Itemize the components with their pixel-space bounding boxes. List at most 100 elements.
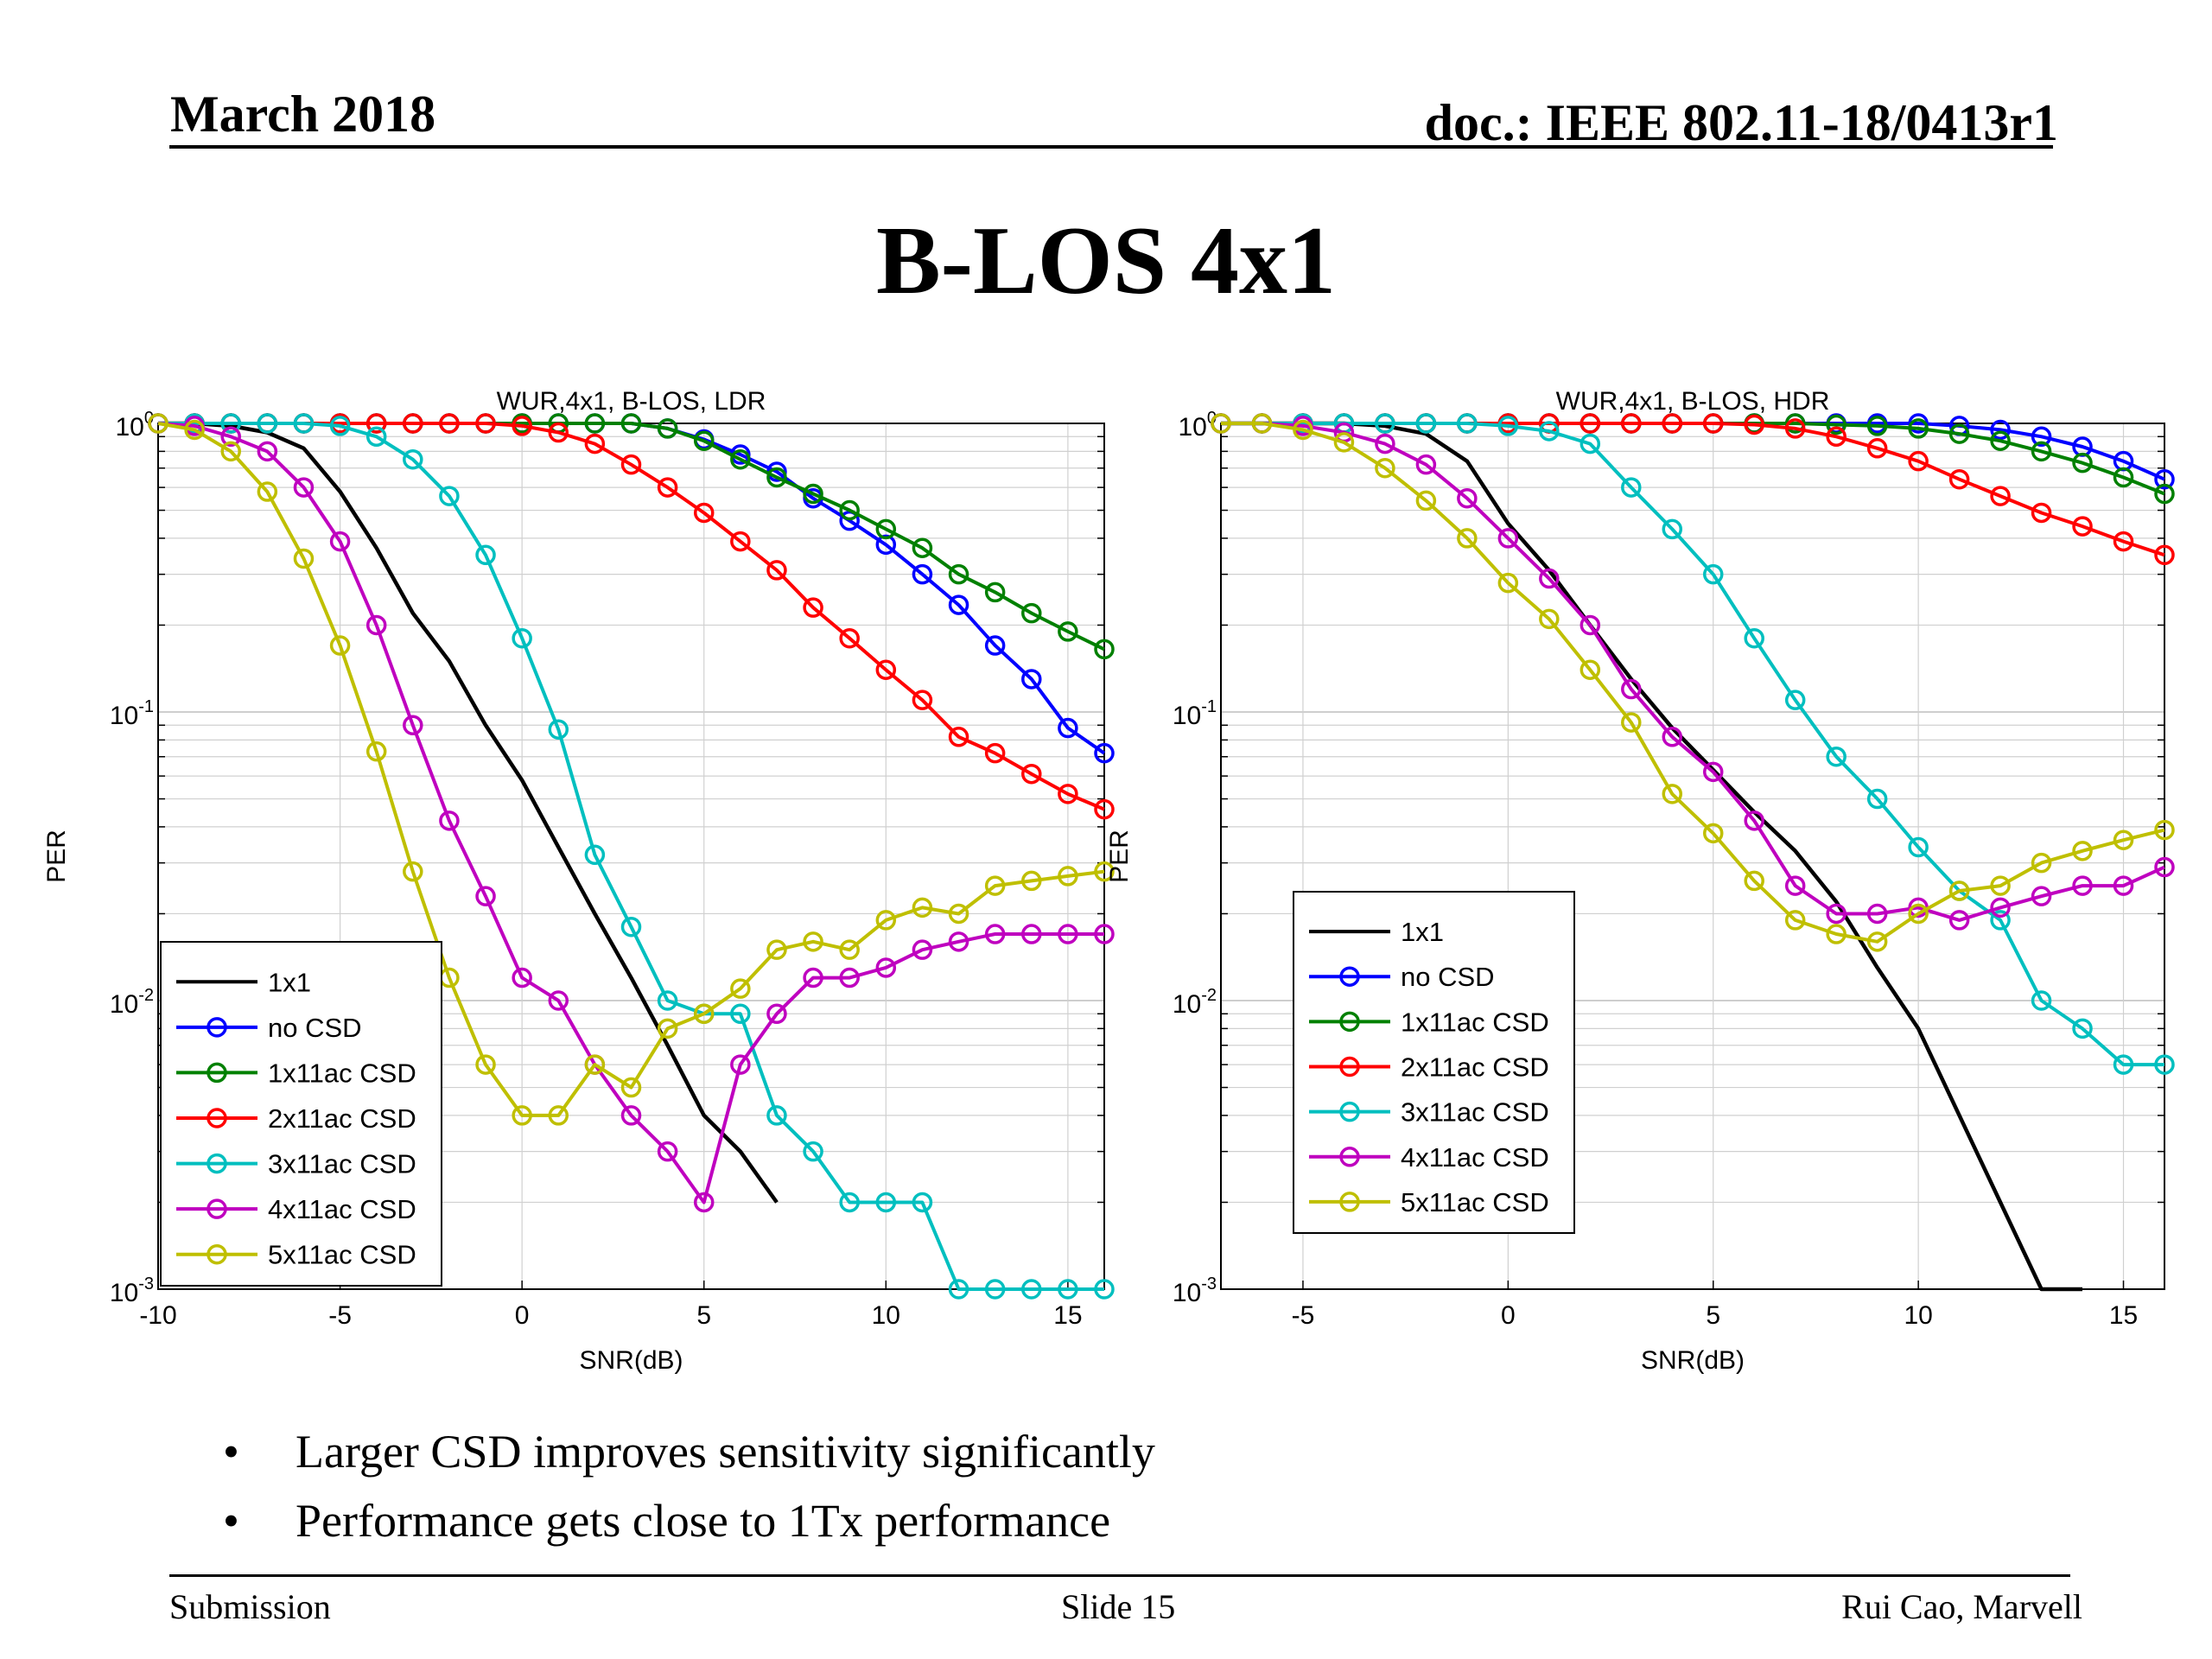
data-point bbox=[657, 418, 678, 439]
data-point bbox=[730, 448, 751, 470]
data-point bbox=[2072, 452, 2093, 474]
data-point bbox=[2113, 1054, 2134, 1075]
data-point bbox=[620, 916, 642, 938]
series-line-5 bbox=[157, 422, 1104, 1205]
data-point bbox=[1211, 413, 1231, 434]
data-point bbox=[912, 897, 933, 918]
data-point bbox=[1333, 432, 1355, 453]
data-point bbox=[1415, 413, 1437, 434]
data-point bbox=[1375, 413, 1395, 434]
data-point bbox=[1094, 742, 1115, 764]
data-point bbox=[2031, 990, 2052, 1011]
data-point bbox=[1621, 712, 1642, 733]
data-point bbox=[1866, 903, 1888, 925]
data-point bbox=[766, 1105, 787, 1126]
data-point bbox=[1211, 413, 1231, 434]
data-point bbox=[1415, 413, 1437, 434]
legend-label: 2x11ac CSD bbox=[268, 1103, 416, 1134]
data-point bbox=[329, 413, 351, 434]
data-point bbox=[1497, 413, 1519, 434]
y-tick-label: 10-3 bbox=[1173, 1274, 1217, 1307]
data-point bbox=[184, 413, 205, 434]
data-point bbox=[1457, 413, 1478, 434]
data-point bbox=[803, 483, 823, 505]
data-point bbox=[365, 413, 387, 434]
data-point bbox=[1784, 418, 1806, 439]
data-point bbox=[1826, 903, 1847, 925]
footer-submission: Submission bbox=[169, 1587, 331, 1626]
series-line-6 bbox=[1221, 422, 2165, 944]
data-point bbox=[1021, 1279, 1042, 1300]
data-point bbox=[1948, 468, 1970, 490]
data-point bbox=[730, 978, 751, 999]
data-point bbox=[730, 1003, 751, 1025]
data-point bbox=[839, 627, 860, 649]
data-point bbox=[1251, 413, 1273, 434]
data-point bbox=[512, 967, 532, 988]
data-point bbox=[548, 413, 569, 434]
data-point bbox=[1990, 897, 2011, 918]
data-point bbox=[584, 844, 606, 866]
data-point bbox=[1293, 413, 1313, 434]
data-point bbox=[184, 413, 205, 434]
data-point bbox=[1744, 870, 1764, 892]
data-point bbox=[2072, 841, 2093, 861]
data-point bbox=[1662, 727, 1683, 747]
data-point bbox=[2072, 1018, 2093, 1039]
y-tick-exponent: -2 bbox=[1201, 986, 1217, 1005]
data-point bbox=[1580, 413, 1601, 434]
data-point bbox=[512, 413, 532, 434]
data-point bbox=[839, 499, 860, 521]
data-point bbox=[984, 1279, 1006, 1300]
data-point bbox=[912, 690, 933, 710]
y-tick-label: 10-2 bbox=[110, 986, 154, 1019]
data-point bbox=[1333, 413, 1355, 434]
bullet-item: • Larger CSD improves sensitivity signifi… bbox=[223, 1417, 1155, 1486]
data-point bbox=[1457, 528, 1478, 549]
data-point bbox=[1580, 413, 1601, 434]
data-point bbox=[620, 413, 642, 434]
legend-box bbox=[1293, 891, 1575, 1234]
data-point bbox=[184, 419, 205, 441]
data-point bbox=[1251, 413, 1273, 434]
data-point bbox=[875, 1192, 897, 1213]
data-point bbox=[2113, 450, 2134, 472]
data-point bbox=[220, 413, 241, 434]
data-point bbox=[1826, 426, 1847, 448]
data-point bbox=[766, 939, 787, 960]
data-point bbox=[293, 413, 315, 434]
header-date: March 2018 bbox=[170, 86, 436, 143]
data-point bbox=[439, 967, 460, 988]
data-point bbox=[220, 413, 241, 434]
data-point bbox=[1211, 413, 1231, 434]
data-point bbox=[439, 413, 460, 434]
data-point bbox=[1580, 614, 1601, 636]
data-point bbox=[257, 413, 278, 434]
x-tick-label: -5 bbox=[328, 1301, 352, 1330]
data-point bbox=[803, 931, 823, 952]
legend-swatch-marker bbox=[207, 1108, 227, 1128]
data-point bbox=[1908, 418, 1929, 439]
data-point bbox=[1826, 746, 1847, 767]
series-line-3 bbox=[1221, 422, 2165, 557]
data-point bbox=[220, 441, 241, 462]
data-point bbox=[512, 627, 532, 649]
y-axis-label: PER bbox=[42, 830, 71, 883]
data-point bbox=[365, 413, 387, 434]
data-point bbox=[984, 742, 1006, 764]
data-point bbox=[1375, 413, 1395, 434]
y-tick-label: 10-3 bbox=[110, 1274, 154, 1307]
footer-author: Rui Cao, Marvell bbox=[1841, 1587, 2082, 1626]
legend-swatch-marker bbox=[207, 1243, 227, 1265]
data-point bbox=[148, 413, 168, 434]
data-point bbox=[1621, 413, 1642, 434]
data-point bbox=[475, 413, 496, 434]
data-point bbox=[2031, 426, 2052, 448]
data-point bbox=[403, 715, 423, 736]
data-point bbox=[839, 1192, 860, 1213]
series-line-2 bbox=[1221, 422, 2165, 496]
x-tick-label: 15 bbox=[1053, 1301, 1082, 1330]
data-point bbox=[1021, 924, 1042, 944]
data-point bbox=[148, 413, 168, 434]
data-point bbox=[1211, 413, 1231, 434]
